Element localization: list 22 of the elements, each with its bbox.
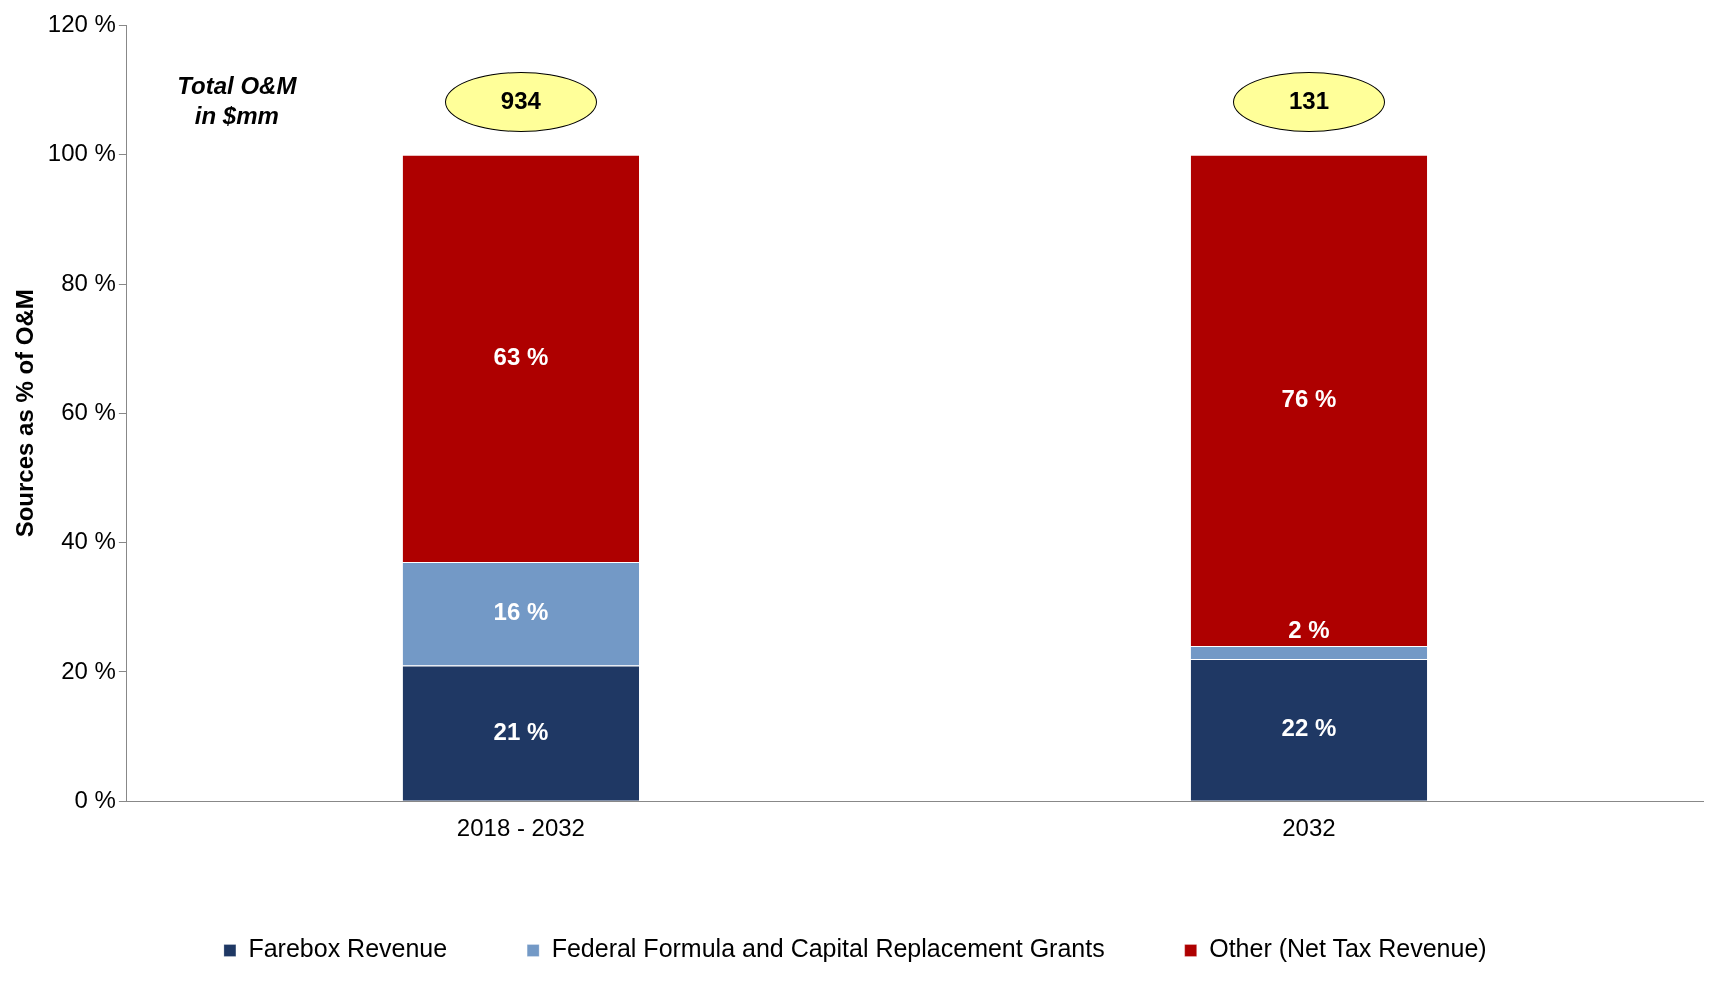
data-label: 63 % <box>493 342 549 370</box>
legend-label: Other (Net Tax Revenue) <box>1209 934 1487 963</box>
data-label: 76 % <box>1281 384 1337 412</box>
y-tick-label: 120 % <box>47 10 116 38</box>
data-label: 22 % <box>1281 714 1337 742</box>
data-label: 16 % <box>493 598 549 626</box>
y-tick-label: 20 % <box>61 656 116 684</box>
y-tick-label: 40 % <box>61 527 116 555</box>
legend-label: Federal Formula and Capital Replacement Grants <box>551 934 1105 963</box>
y-tick-label: 80 % <box>61 268 116 296</box>
x-tick-label: 2018 - 2032 <box>456 814 585 842</box>
x-tick-label: 2032 <box>1282 814 1336 842</box>
y-tick-label: 0 % <box>74 785 116 813</box>
data-label: 21 % <box>493 717 549 745</box>
annotation: 934 <box>500 86 542 114</box>
y-tick-label: 100 % <box>47 139 116 167</box>
y-tick-label: 60 % <box>61 397 116 425</box>
data-label: 2 % <box>1288 615 1330 643</box>
legend-label: Farebox Revenue <box>248 934 448 963</box>
annotation: 131 <box>1288 86 1329 114</box>
y-axis-title: Sources as % of O&M <box>11 289 39 538</box>
annotation: Total O&M in $mm <box>177 72 298 130</box>
